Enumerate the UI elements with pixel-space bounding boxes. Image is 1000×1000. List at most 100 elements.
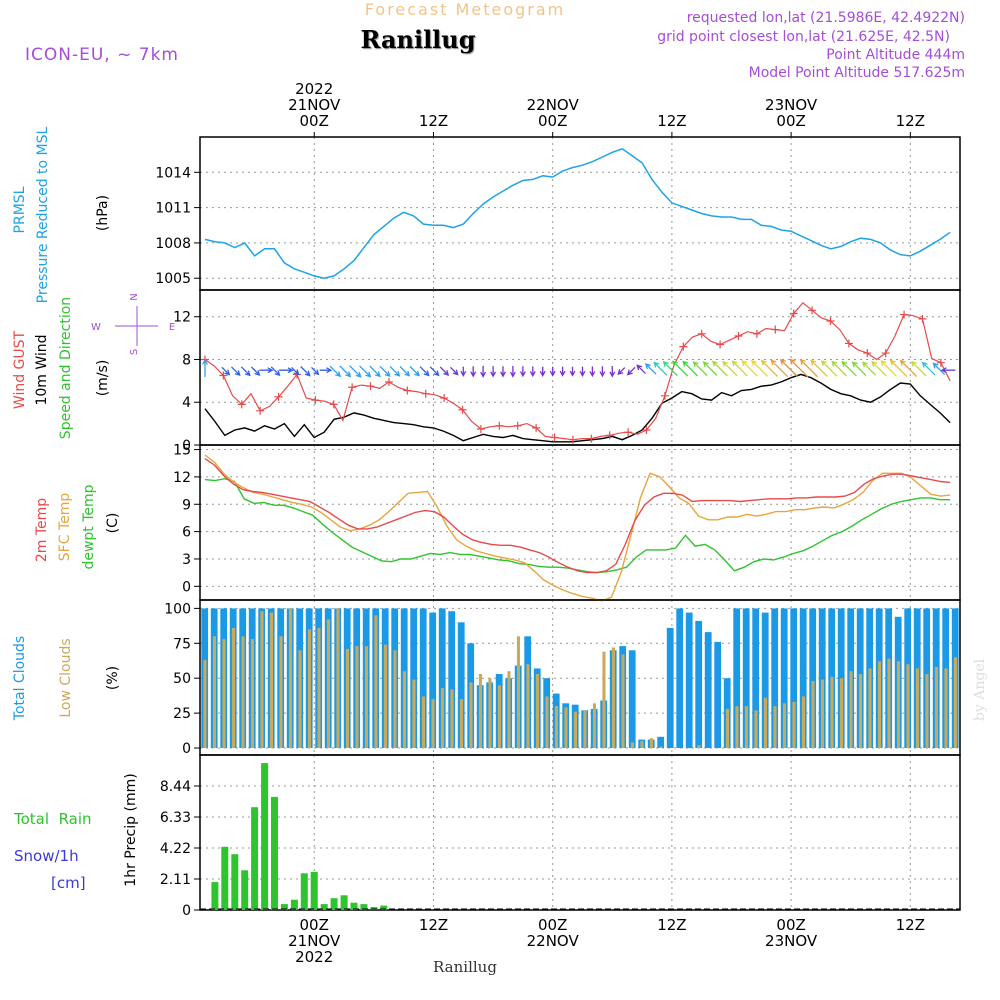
temp-ytick-label-0: 0 [182,579,191,595]
low-cloud-bar-48 [659,746,663,748]
point-altitude: Point Altitude 444m [826,47,965,63]
bottom-time-label-0-1: 21NOV [288,932,341,950]
sfc-temp-series-line [204,454,951,602]
clouds-ytick-label-1: 25 [173,706,191,722]
rain-bar-11 [310,871,318,910]
low-cloud-bar-61 [782,703,786,748]
gust-marker-8 [274,392,283,401]
low-cloud-bar-43 [611,647,615,748]
gust-marker-42 [587,434,596,443]
chart-title: Forecast Meteogram [365,0,565,19]
t2m-label: 2m Temp [34,498,50,562]
low-cloud-bar-28 [469,682,473,748]
gust-marker-60 [752,329,761,338]
wind-arrow-55 [750,359,769,377]
snow-label: Snow/1h [14,847,79,865]
rain-bar-4 [241,870,249,910]
low-cloud-bar-65 [820,679,824,748]
wind-arrow-57 [770,359,789,378]
bottom-time-label-0-0: 00Z [300,916,329,934]
wind-arrow-11 [319,367,333,374]
low-cloud-bar-0 [203,660,207,748]
wind-arrow-25 [460,366,467,377]
low-cloud-bar-12 [317,627,321,748]
gust-marker-56 [716,340,725,349]
wind-arrow-72 [921,361,936,376]
wind-arrow-50 [702,361,718,376]
wind-arrow-8 [291,366,300,376]
wind-arrow-5 [259,367,274,374]
wind-arrow-19 [399,366,411,377]
t2m-series-line [204,458,951,574]
wind-panel: 0 4 8 12 [173,289,961,454]
wind-arrow-30 [509,366,516,378]
low-cloud-bar-68 [849,671,853,748]
pressure-ytick-label-2: 1011 [155,201,191,217]
wind-arrow-65 [851,361,867,376]
wind-arrow-10 [311,366,320,376]
low-cloud-bar-59 [763,697,767,748]
gust-series-line [204,301,951,441]
gust-marker-66 [808,306,817,315]
rain-bar-2 [221,846,229,910]
gust-marker-18 [366,382,375,391]
top-time-label-4-1: 00Z [776,112,805,130]
low-cloud-bar-78 [944,668,948,748]
total-cloud-bar-22 [410,608,418,748]
temperature-panel: 0 3 6 9 12 15 [173,443,961,602]
top-time-label-3-0: 12Z [657,112,686,130]
compass-south: S [129,349,140,355]
total-cloud-bar-45 [628,650,636,748]
gust-marker-58 [734,331,743,340]
bottom-time-label-2-1: 22NOV [527,932,580,950]
gust-marker-52 [679,342,688,351]
total-cloud-bar-48 [657,736,665,748]
low-cloud-bar-39 [573,711,577,748]
low-cloud-bar-66 [830,676,834,748]
wind-arrow-44 [644,363,657,375]
wind-arrow-46 [662,361,678,377]
wind-arrow-43 [636,364,646,374]
total-cloud-bar-27 [457,622,465,748]
wind-arrow-41 [617,367,626,376]
requested-coords: requested lon,lat (21.5986E, 42.4922N) [687,10,965,26]
low-cloud-bar-46 [640,741,644,748]
sfc-label: SFC Temp [57,493,73,562]
low-cloud-bar-52 [697,745,701,748]
gust-label: Wind GUST [12,330,28,409]
gust-marker-12 [311,396,320,405]
wind-arrow-4 [251,366,261,376]
total-cloud-bar-63 [799,608,807,748]
low-cloud-bar-41 [592,703,596,748]
low-cloud-bar-13 [326,619,330,748]
wind-frame [199,289,961,446]
wind-unit: (m/s) [95,360,111,397]
precip-ytick-label-4: 8.44 [160,779,191,795]
precip-ylabel: 1hr Precip (mm) [123,773,139,886]
wind-arrow-51 [711,360,728,377]
cloud-labels: Total Clouds Low Clouds (%) [12,636,121,721]
gust-marker-24 [421,389,430,398]
gust-marker-20 [384,377,393,386]
wind-arrow-52 [722,360,738,377]
low-cloud-bar-7 [269,612,273,749]
total-cloud-bar-26 [448,611,456,748]
wind-arrow-63 [831,360,847,377]
wind-arrow-26 [470,366,477,378]
wind-arrow-28 [490,366,497,378]
compass-icon: N W E S [91,293,175,355]
cloud-unit: (%) [105,666,121,690]
total-cloud-bar-62 [790,608,798,748]
temp-unit: (C) [105,513,121,534]
low-cloud-bar-27 [459,699,463,748]
wind-arrow-40 [609,366,616,378]
low-cloud-bar-79 [953,657,957,749]
low-cloud-bar-8 [279,636,283,748]
rain-bar-18 [380,905,388,910]
low-cloud-bar-5 [250,639,254,748]
wind-arrow-56 [760,359,779,377]
total-cloud-bar-60 [771,608,779,748]
low-cloud-bar-17 [364,646,368,748]
model-label: ICON-EU, ~ 7km [25,45,179,65]
